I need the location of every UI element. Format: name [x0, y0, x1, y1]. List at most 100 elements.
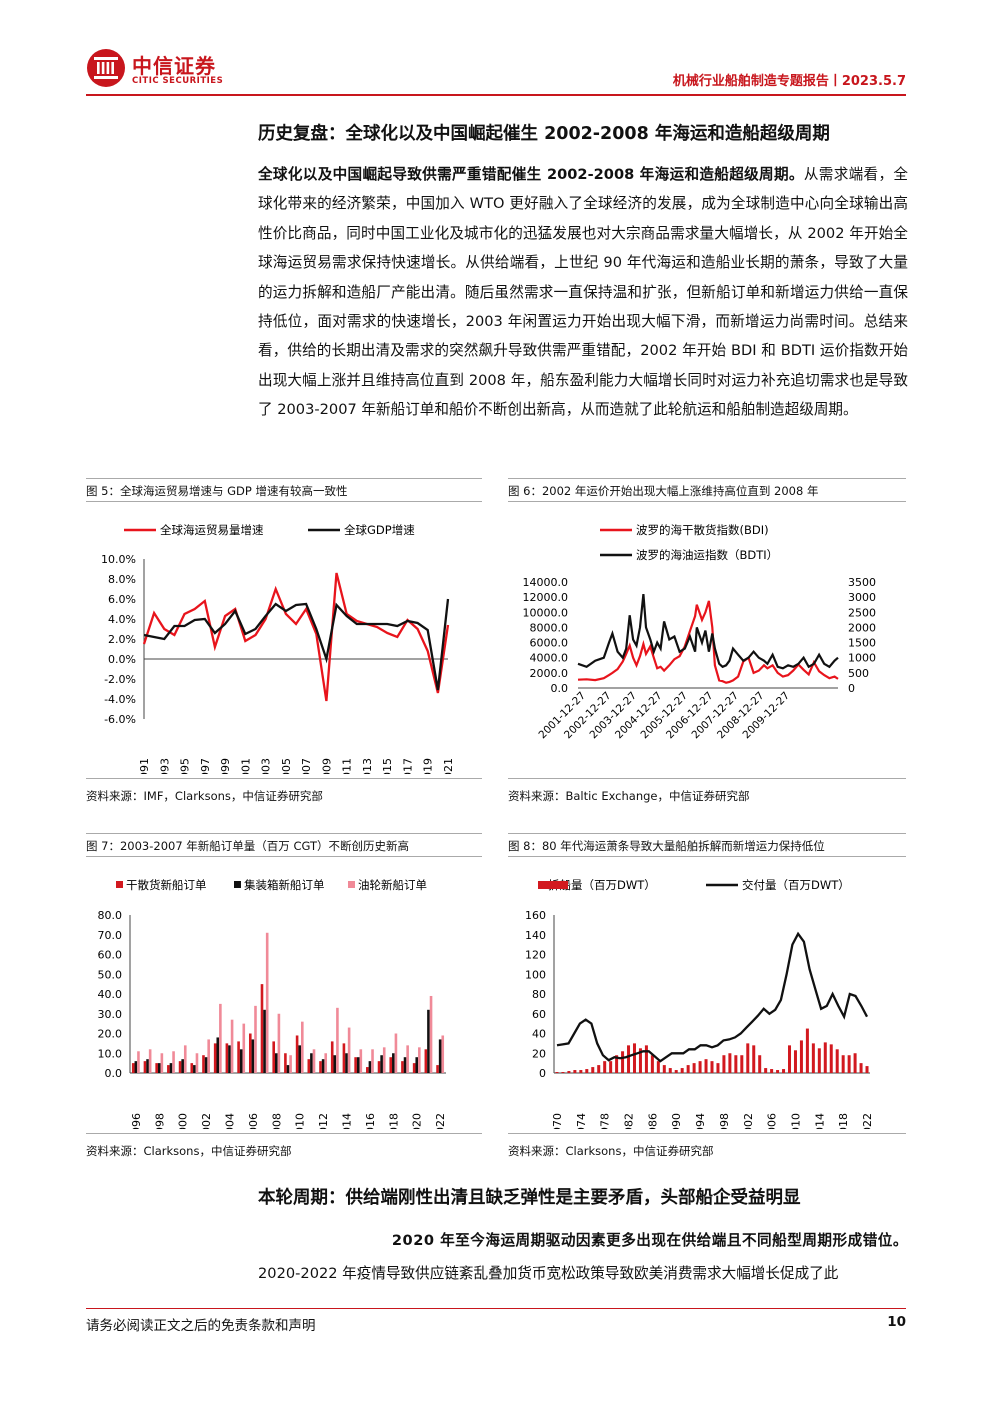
fig7-bar-bulk: [248, 1033, 252, 1073]
fig7-ytick: 0.0: [105, 1067, 123, 1080]
fig7-ytick: 80.0: [98, 909, 123, 922]
fig8-bar-scrap: [865, 1066, 869, 1073]
fig7-bar-tanker: [347, 1027, 351, 1073]
fig8-bar-scrap: [627, 1045, 631, 1073]
fig7-bar-container: [356, 1057, 360, 1073]
fig8-bar-scrap: [811, 1043, 815, 1073]
fig6-left-ytick: 6000.0: [530, 637, 569, 650]
fig7-bar-tanker: [301, 1021, 304, 1073]
fig8-bar-scrap: [728, 1053, 732, 1073]
fig8-bar-scrap: [734, 1055, 738, 1073]
fig8-bar-scrap: [603, 1061, 607, 1073]
section-title-current-cycle: 本轮周期：供给端刚性出清且缺乏弹性是主要矛盾，头部船企受益明显: [258, 1188, 801, 1208]
fig5-ytick: 10.0%: [101, 553, 136, 566]
fig7-bar-container: [368, 1061, 372, 1073]
fig7-bar-tanker: [195, 1053, 199, 1073]
fig7-xtick: 1996: [130, 1113, 143, 1129]
fig6-right-ytick: 1500: [848, 637, 876, 650]
fig8-bar-scrap: [746, 1043, 750, 1073]
fig8-ytick: 100: [525, 968, 546, 981]
fig7-bar-tanker: [441, 1035, 445, 1073]
report-title: 机械行业船舶制造专题报告丨2023.5.7: [672, 74, 906, 89]
fig8-bar-scrap: [859, 1063, 863, 1073]
fig7-bar-container: [204, 1057, 208, 1073]
page-number: 10: [887, 1314, 906, 1330]
fig7-bar-container: [181, 1059, 184, 1073]
fig8-bar-scrap: [788, 1045, 792, 1073]
fig7-bar-container: [157, 1063, 161, 1073]
fig8-ytick: 160: [525, 909, 546, 922]
fig8-xtick: 1986: [646, 1113, 659, 1129]
fig8-ytick: 120: [525, 949, 546, 962]
fig8-ytick: 20: [532, 1047, 546, 1060]
fig7-xtick: 2016: [364, 1113, 377, 1129]
fig6-right-ytick: 2000: [848, 621, 876, 634]
fig7-bar-bulk: [143, 1061, 147, 1073]
fig7-ytick: 10.0: [98, 1047, 123, 1060]
fig7-bar-container: [427, 1009, 430, 1073]
fig7-bar-bulk: [307, 1059, 311, 1073]
fig7-bar-tanker: [265, 932, 269, 1073]
fig5-xtick: 2015: [381, 758, 394, 774]
fig5-legend-gdp-label: 全球GDP增速: [344, 523, 415, 537]
fig8-bar-scrap: [621, 1051, 625, 1073]
fig7-bar-bulk: [155, 1063, 158, 1073]
fig8-bar-scrap: [668, 1068, 672, 1073]
fig8-xtick: 1978: [599, 1113, 612, 1129]
fig8-bar-scrap: [585, 1069, 589, 1073]
fig7-ytick: 70.0: [98, 929, 123, 942]
fig5-ytick: -4.0%: [104, 693, 136, 706]
fig5-ytick: 6.0%: [108, 593, 136, 606]
fig7-bar-tanker: [324, 1053, 328, 1073]
fig8-bar-scrap: [698, 1061, 702, 1073]
fig7-bar-container: [228, 1045, 231, 1073]
paragraph-body: 从需求端看，全球化带来的经济繁荣，中国加入 WTO 更好融入了全球经济的发展，成…: [258, 166, 908, 419]
fig7-bar-tanker: [137, 1051, 140, 1073]
fig8-bar-scrap: [740, 1055, 744, 1073]
fig7-xtick: 2014: [341, 1113, 354, 1129]
figure-5-source: 资料来源：IMF，Clarksons，中信证券研究部: [86, 778, 482, 804]
fig7-bar-container: [193, 1065, 196, 1073]
fig7-bar-container: [321, 1059, 325, 1073]
figure-7-source: 资料来源：Clarksons，中信证券研究部: [86, 1133, 482, 1159]
fig7-bar-bulk: [424, 1049, 428, 1073]
fig7-bar-container: [438, 1039, 442, 1073]
figure-6-source: 资料来源：Baltic Exchange，中信证券研究部: [508, 778, 906, 804]
fig6-series-bdti: [577, 593, 839, 670]
fig5-series-trade: [142, 572, 450, 702]
fig8-bar-scrap: [567, 1071, 571, 1073]
fig7-legend-container-label: 集装箱新船订单: [244, 878, 325, 892]
fig7-bar-container: [310, 1053, 313, 1073]
fig8-bar-scrap: [841, 1055, 845, 1073]
fig7-bar-container: [263, 1009, 266, 1073]
fig8-bar-scrap: [776, 1070, 780, 1073]
fig7-xtick: 2018: [387, 1113, 400, 1129]
fig7-bar-bulk: [295, 1035, 299, 1073]
fig7-bar-tanker: [172, 1051, 175, 1073]
figure-6-caption: 图 6：2002 年运价开始出现大幅上涨维持高位直到 2008 年: [508, 478, 906, 502]
fig7-bar-bulk: [190, 1063, 194, 1073]
fig7-bar-container: [239, 1049, 243, 1073]
fig8-bar-scrap: [793, 1050, 797, 1073]
fig8-xtick: 2022: [861, 1113, 874, 1129]
fig7-bar-bulk: [377, 1061, 381, 1073]
fig8-ytick: 140: [525, 929, 546, 942]
figure-8-caption: 图 8：80 年代海运萧条导致大量船舶拆解而新增运力保持低位: [508, 833, 906, 857]
fig7-bar-tanker: [183, 1045, 187, 1073]
fig8-xtick: 2002: [742, 1113, 755, 1129]
fig6-left-ytick: 14000.0: [523, 576, 569, 589]
fig7-bar-tanker: [219, 1003, 222, 1073]
figure-5-caption: 图 5：全球海运贸易增速与 GDP 增速有较高一致性: [86, 478, 482, 502]
fig8-bar-scrap: [656, 1061, 660, 1073]
fig7-bar-container: [415, 1057, 419, 1073]
fig8-series-delivery: [556, 931, 869, 1063]
paragraph-2-body: 2020-2022 年疫情导致供应链紊乱叠加货币宽松政策导致欧美消费需求大幅增长…: [258, 1265, 839, 1282]
fig7-bar-bulk: [401, 1061, 404, 1073]
fig7-bar-tanker: [394, 1033, 398, 1073]
fig8-bar-scrap: [597, 1065, 601, 1073]
fig7-legend-tanker-swatch: [348, 881, 355, 888]
fig8-bar-scrap: [680, 1068, 684, 1073]
fig8-xtick: 2006: [766, 1113, 779, 1129]
figure-8-chart: 拆船量（百万DWT） 交付量（百万DWT） 160 140 120 100 80 60 40 20…: [525, 878, 874, 1141]
fig7-bar-bulk: [202, 1055, 205, 1073]
